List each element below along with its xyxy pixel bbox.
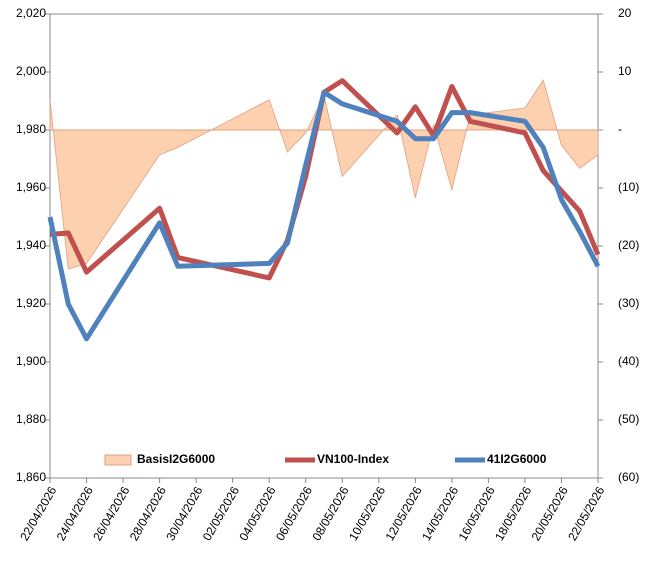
y-tick-label: 1,920 (16, 296, 46, 310)
y2-tick-label: (10) (618, 180, 639, 194)
y-tick-label: 1,980 (16, 122, 46, 136)
x-tick-label: 06/05/2026 (273, 484, 315, 543)
y2-tick-label: 20 (618, 6, 632, 20)
x-tick-label: 18/05/2026 (492, 484, 534, 543)
legend-label: VN100-Index (317, 452, 389, 466)
basis-area (49, 79, 599, 270)
x-tick-label: 26/04/2026 (90, 484, 132, 543)
x-tick-label: 22/05/2026 (565, 484, 607, 543)
x-tick-label: 14/05/2026 (419, 484, 461, 543)
y-tick-label: 1,940 (16, 238, 46, 252)
x-tick-label: 12/05/2026 (383, 484, 425, 543)
x-tick-label: 02/05/2026 (200, 484, 242, 543)
x-tick-label: 16/05/2026 (456, 484, 498, 543)
y-tick-label: 1,880 (16, 412, 46, 426)
y2-tick-label: - (618, 122, 622, 136)
y-tick-label: 1,860 (16, 470, 46, 484)
y2-tick-label: (40) (618, 354, 639, 368)
legend-label: 41I2G6000 (487, 452, 547, 466)
y2-tick-label: (20) (618, 238, 639, 252)
plot-frame (49, 13, 599, 479)
x-tick-label: 28/04/2026 (127, 484, 169, 543)
y2-tick-label: (50) (618, 412, 639, 426)
legend-swatch (104, 454, 132, 466)
y-tick-label: 2,020 (16, 6, 46, 20)
x-tick-label: 22/04/2026 (17, 484, 59, 543)
x-tick-label: 08/05/2026 (309, 484, 351, 543)
x-tick-label: 04/05/2026 (236, 484, 278, 543)
y-tick-label: 2,000 (16, 64, 46, 78)
x-tick-label: 30/04/2026 (163, 484, 205, 543)
legend-label: BasisI2G6000 (137, 452, 215, 466)
x-tick-label: 10/05/2026 (346, 484, 388, 543)
x-tick-label: 24/04/2026 (54, 484, 96, 543)
y-tick-label: 1,900 (16, 354, 46, 368)
y2-tick-label: 10 (618, 64, 632, 78)
line (47, 89, 601, 342)
x-tick-label: 20/05/2026 (529, 484, 571, 543)
y-tick-label: 1,960 (16, 180, 46, 194)
line (49, 78, 601, 281)
y2-tick-label: (30) (618, 296, 639, 310)
y2-tick-label: (60) (618, 470, 639, 484)
